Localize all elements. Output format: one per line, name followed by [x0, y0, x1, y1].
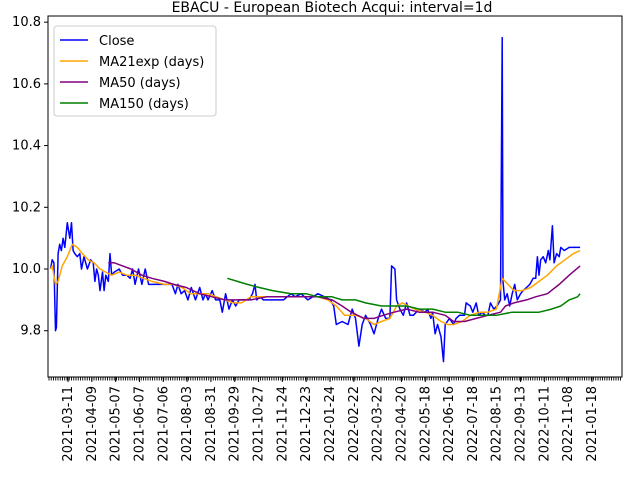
x-tick-label: 2021-12-23 [299, 386, 314, 462]
chart-title: EBACU - European Biotech Acqui: interval… [172, 0, 493, 16]
x-minor-ticks [48, 377, 621, 381]
y-tick-label: 9.8 [20, 324, 41, 339]
legend-label: MA21exp (days) [99, 55, 204, 70]
x-tick-label: 2021-09-29 [228, 386, 243, 462]
x-tick-label: 2022-04-20 [394, 386, 409, 462]
y-tick-label: 10.4 [12, 139, 41, 154]
x-tick-label: 2021-08-03 [180, 386, 195, 462]
legend-label: MA50 (days) [99, 76, 181, 91]
x-tick-label: 2022-03-22 [371, 386, 386, 462]
x-tick-label: 2021-01-18 [585, 386, 600, 462]
x-tick-label: 2021-03-11 [61, 386, 76, 462]
legend-label: MA150 (days) [99, 97, 189, 112]
x-tick-label: 2021-07-06 [156, 386, 171, 462]
series-line-4 [227, 277, 581, 317]
x-tick-label: 2021-11-24 [275, 386, 290, 462]
x-tick-label: 2021-06-07 [132, 386, 147, 462]
y-tick-label: 10.0 [12, 262, 41, 277]
x-tick-label: 2022-09-13 [514, 386, 529, 462]
plot-lines [49, 36, 581, 363]
x-axis: 2021-03-11 2021-04-09 2021-05-07 2021-06-07… [61, 377, 600, 462]
legend-box [53, 25, 217, 117]
x-tick-label: 2021-04-09 [85, 386, 100, 462]
series-line-3 [108, 262, 581, 323]
x-tick-label: 2022-10-11 [537, 386, 552, 462]
y-axis: 9.8 10.0 10.2 10.4 10.6 10.8 [12, 15, 48, 339]
x-tick-label: 2021-10-27 [252, 386, 267, 462]
x-tick-label: 2021-05-07 [109, 386, 124, 462]
x-tick-label: 2022-01-24 [323, 386, 338, 462]
x-tick-label: 2021-08-31 [204, 386, 219, 462]
legend: Close MA21exp (days) MA50 (days) MA150 (day… [53, 25, 217, 117]
x-tick-label: 2022-07-18 [466, 386, 481, 462]
legend-label: Close [99, 34, 134, 49]
y-tick-label: 10.2 [12, 200, 41, 215]
x-minor-tick-marks [48, 377, 621, 381]
y-tick-label: 10.8 [12, 15, 41, 30]
x-tick-label: 2022-08-15 [490, 386, 505, 462]
y-tick-label: 10.6 [12, 77, 41, 92]
x-tick-label: 2022-11-08 [561, 386, 576, 462]
x-tick-label: 2022-02-22 [347, 386, 362, 462]
x-tick-label: 2022-06-16 [442, 386, 457, 462]
x-tick-label: 2022-05-18 [418, 386, 433, 462]
